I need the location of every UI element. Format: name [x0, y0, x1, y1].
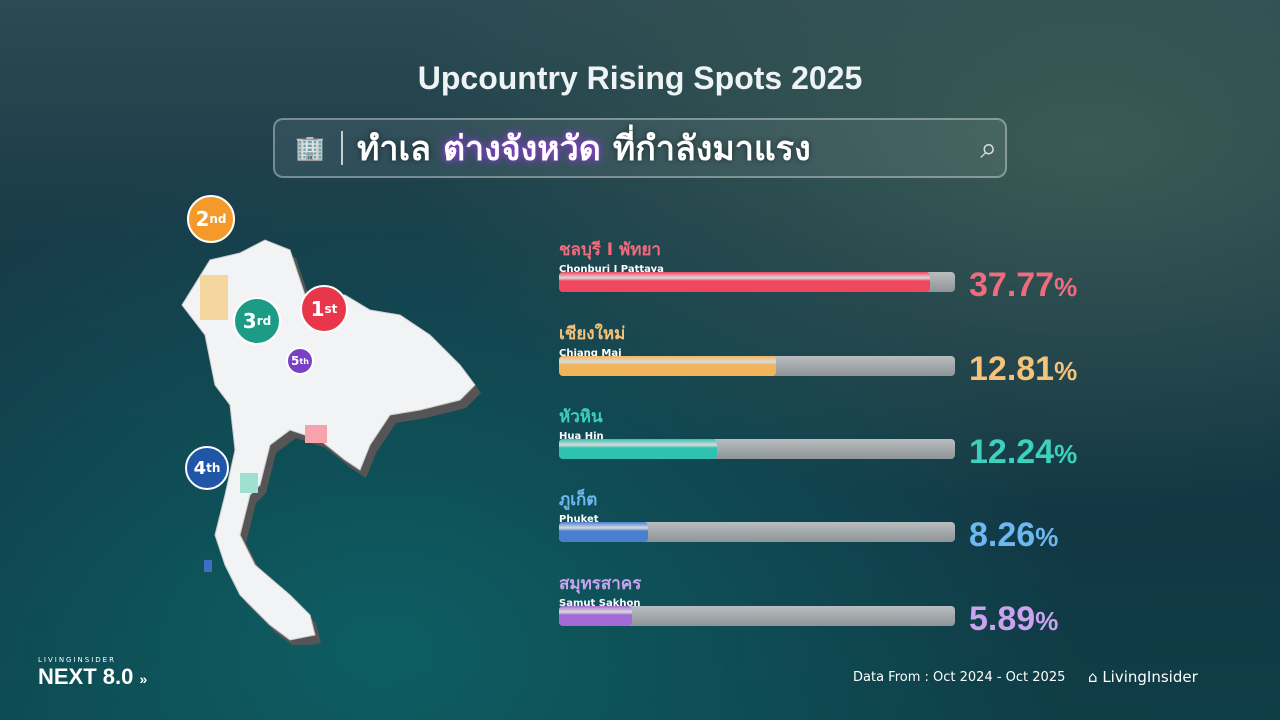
event-logo: LIVINGINSIDER NEXT 8.0 » — [38, 656, 147, 690]
bar-row: ภูเก็ต Phuket 8.26% — [559, 486, 1058, 554]
chiang-mai-region — [200, 275, 228, 320]
bar-value-unit: % — [1035, 606, 1059, 636]
bar-value-number: 37.77 — [969, 266, 1055, 304]
bar-label-th: ภูเก็ต — [559, 490, 598, 510]
bar-value-number: 12.24 — [969, 433, 1055, 471]
subtitle-part2: ที่กำลังมาแรง — [612, 129, 811, 169]
rank-suffix: st — [324, 302, 338, 316]
page-title: Upcountry Rising Spots 2025 — [417, 60, 863, 96]
rank-num: 1 — [310, 297, 325, 321]
search-icon: ⌕ — [980, 130, 997, 166]
bar-track — [559, 356, 955, 376]
chevron-right-icon: » — [139, 671, 148, 687]
hua-hin-region — [240, 473, 258, 493]
bar-label-th: เชียงใหม่ — [559, 324, 626, 344]
bar-row: สมุทรสาคร Samut Sakhon 5.89% — [559, 570, 1058, 638]
event-logo-text: NEXT 8.0 — [38, 664, 134, 689]
building-icon: 🏢 — [295, 134, 325, 162]
bar-track — [559, 522, 955, 542]
bar-value: 8.26% — [969, 516, 1058, 555]
brand-name: LivingInsider — [1102, 668, 1198, 686]
bar-track — [559, 439, 955, 459]
bar-row: เชียงใหม่ Chiang Mai 12.81% — [559, 320, 1077, 388]
bar-value: 37.77% — [969, 266, 1077, 305]
rank-suffix: th — [206, 461, 221, 475]
subtitle-highlight: ต่างจังหวัด — [442, 129, 601, 169]
rank-num: 3 — [242, 309, 257, 333]
bar-value-unit: % — [1054, 356, 1078, 386]
bar-fill — [559, 272, 931, 292]
bar-value-number: 5.89 — [969, 600, 1036, 638]
bar-fill — [559, 439, 717, 459]
phuket-region — [204, 560, 212, 572]
rank-suffix: th — [299, 356, 309, 366]
rank-suffix: nd — [209, 212, 227, 226]
bar-label-en: Chiang Mai — [559, 348, 622, 359]
bar-label-en: Chonburi I Pattaya — [559, 264, 664, 275]
bar-label-en: Samut Sakhon — [559, 598, 641, 609]
bar-label-th: หัวหิน — [559, 407, 603, 427]
brand-logo: ⌂ LivingInsider — [1088, 668, 1198, 686]
bar-label-th: ชลบุรี I พัทยา — [559, 240, 661, 260]
bar-row: ชลบุรี I พัทยา Chonburi I Pattaya 37.77% — [559, 236, 1077, 304]
bar-label-en: Phuket — [559, 514, 599, 525]
bar-value: 12.81% — [969, 350, 1077, 389]
rank-num: 4 — [193, 457, 207, 479]
data-source: Data From : Oct 2024 - Oct 2025 — [853, 670, 1066, 685]
bar-fill — [559, 522, 649, 542]
bar-value-number: 8.26 — [969, 516, 1036, 554]
bar-value: 12.24% — [969, 433, 1077, 472]
bar-value-unit: % — [1054, 272, 1078, 302]
divider — [341, 131, 343, 165]
bar-value-unit: % — [1035, 522, 1059, 552]
bar-track — [559, 606, 955, 626]
bar-value-unit: % — [1054, 439, 1078, 469]
bar-row: หัวหิน Hua Hin 12.24% — [559, 403, 1077, 471]
bar-fill — [559, 606, 632, 626]
bar-label-en: Hua Hin — [559, 431, 604, 442]
rank-suffix: rd — [256, 314, 272, 328]
subtitle-banner: 🏢 ทำเล ต่างจังหวัด ที่กำลังมาแรง ⌕ — [273, 118, 1007, 178]
bar-track — [559, 272, 955, 292]
event-logo-small: LIVINGINSIDER — [38, 656, 116, 664]
bar-fill — [559, 356, 776, 376]
bar-value-number: 12.81 — [969, 350, 1055, 388]
bar-label-th: สมุทรสาคร — [559, 574, 642, 594]
rank-num: 2 — [195, 207, 210, 231]
subtitle-part1: ทำเล — [357, 129, 431, 169]
chonburi-region — [305, 425, 327, 443]
rank-num: 5 — [291, 354, 300, 368]
brand-icon: ⌂ — [1088, 668, 1098, 686]
bar-value: 5.89% — [969, 600, 1058, 639]
